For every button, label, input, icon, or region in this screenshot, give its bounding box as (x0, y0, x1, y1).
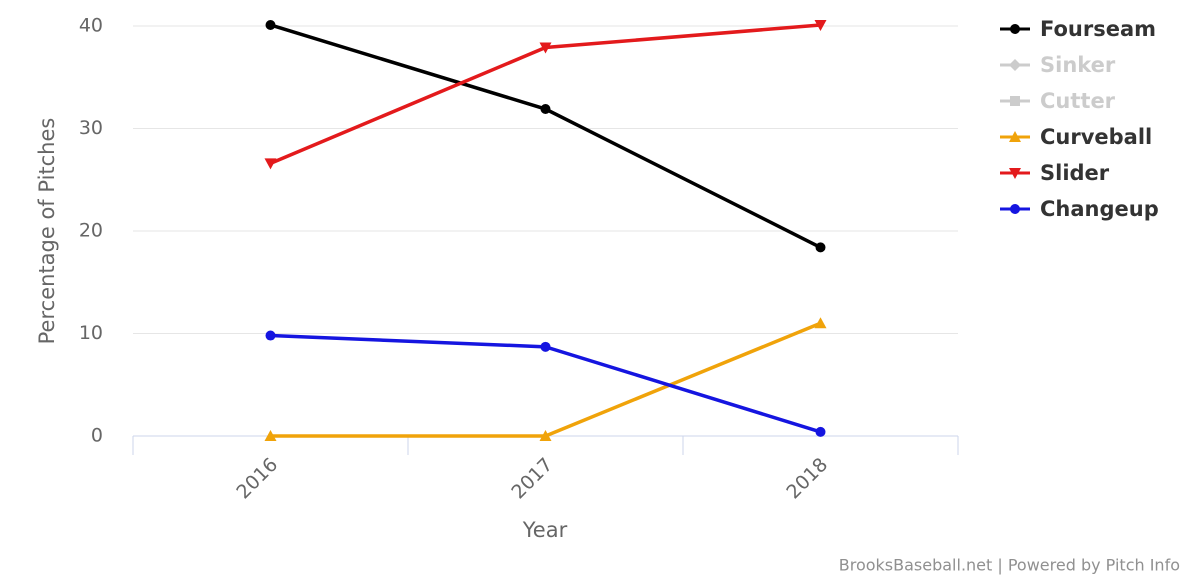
marker (1009, 131, 1021, 142)
x-tick-label: 2018 (782, 454, 832, 504)
legend-label: Fourseam (1040, 17, 1156, 41)
y-tick-label: 30 (79, 117, 103, 139)
marker (1009, 168, 1021, 179)
legend-label: Changeup (1040, 197, 1159, 221)
x-tick-label: 2016 (232, 454, 282, 504)
y-tick-label: 40 (79, 15, 103, 37)
marker (815, 242, 826, 253)
marker (814, 19, 827, 31)
y-axis-title: Percentage of Pitches (35, 118, 59, 345)
marker (265, 19, 276, 30)
y-tick-label: 20 (79, 220, 103, 242)
x-tick-label: 2017 (507, 454, 557, 504)
marker (814, 317, 827, 329)
series-line (269, 23, 822, 249)
marker (539, 42, 552, 54)
marker (1009, 59, 1021, 71)
marker (540, 104, 551, 115)
legend-label: Sinker (1040, 53, 1116, 77)
x-axis-title: Year (522, 518, 568, 542)
legend-item[interactable]: Cutter (1000, 89, 1116, 113)
marker (540, 341, 551, 352)
marker (1010, 96, 1020, 106)
legend-item[interactable]: Changeup (1000, 197, 1159, 221)
marker (1010, 24, 1020, 34)
marker (264, 430, 277, 441)
marker (264, 158, 277, 170)
legend-label: Slider (1040, 161, 1110, 185)
credits[interactable]: BrooksBaseball.net | Powered by Pitch In… (839, 556, 1180, 575)
legend-item[interactable]: Slider (1000, 161, 1110, 185)
marker (539, 430, 552, 441)
legend-item[interactable]: Fourseam (1000, 17, 1156, 41)
marker (1010, 204, 1020, 214)
marker (815, 426, 826, 437)
marker (265, 330, 276, 341)
legend-item[interactable]: Curveball (1000, 125, 1152, 149)
y-tick-label: 10 (79, 322, 103, 344)
legend-item[interactable]: Sinker (1000, 53, 1116, 77)
legend-label: Curveball (1040, 125, 1152, 149)
legend-label: Cutter (1040, 89, 1116, 113)
y-tick-label: 0 (91, 425, 103, 447)
